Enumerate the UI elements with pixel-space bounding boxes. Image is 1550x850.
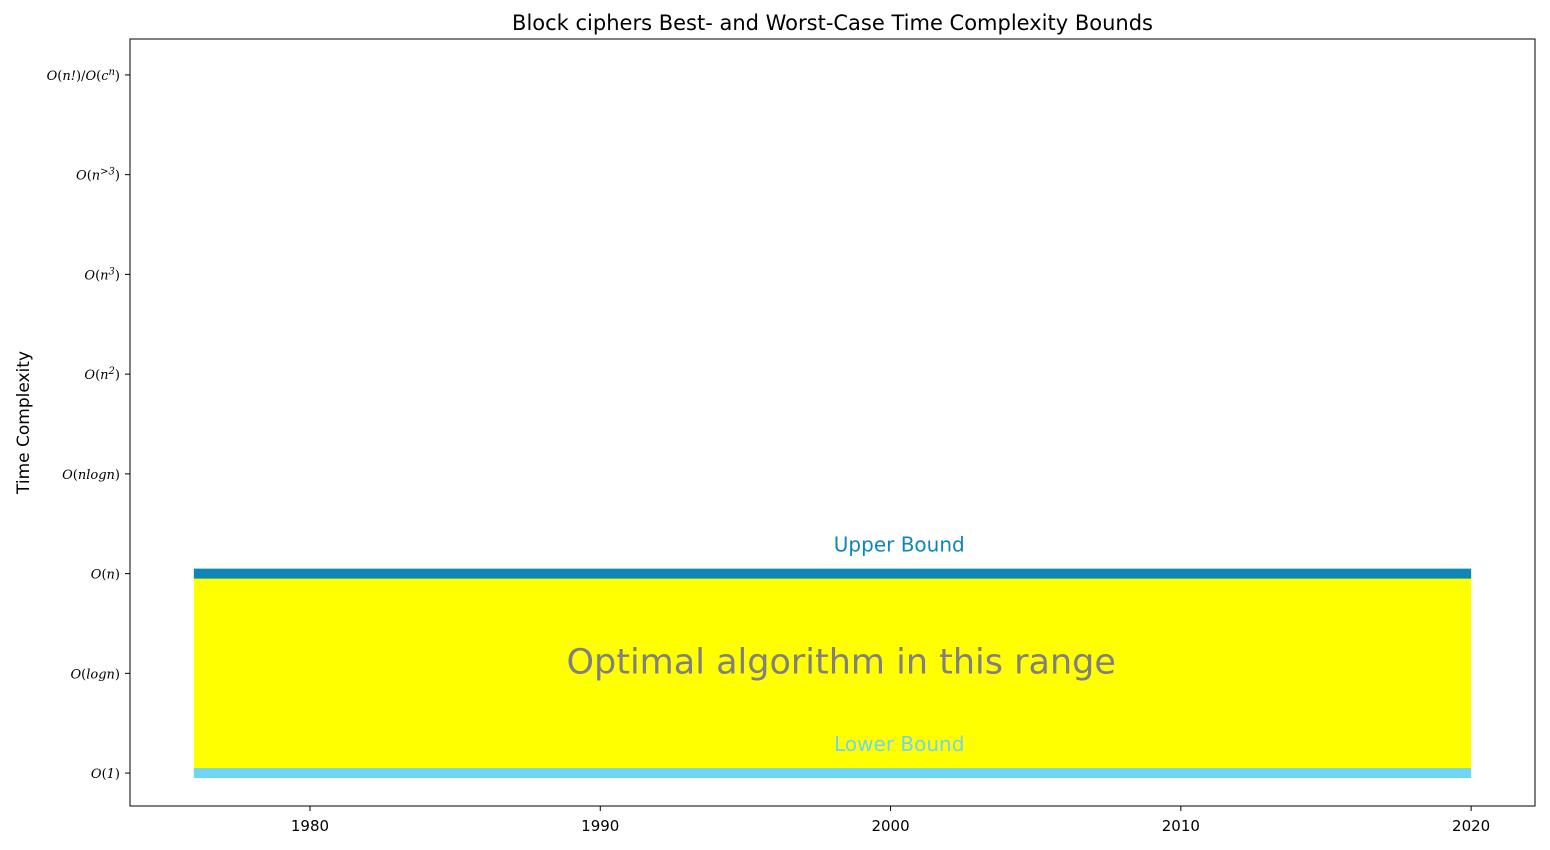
y-tick-label: O(1) xyxy=(91,767,120,782)
y-axis-label: Time Complexity xyxy=(14,351,34,495)
y-tick-label: O(n) xyxy=(91,568,120,583)
x-tick-label: 1980 xyxy=(291,817,329,835)
y-tick-label: O(n!)/O(cn) xyxy=(47,66,120,84)
x-tick-label: 1990 xyxy=(581,817,619,835)
x-tick-label: 2000 xyxy=(871,817,909,835)
y-tick-label: O(logn) xyxy=(70,667,120,682)
y-tick-label: O(nlogn) xyxy=(62,468,120,483)
plot-frame xyxy=(129,38,1536,807)
upper-bound-label: Upper Bound xyxy=(834,533,965,557)
y-tick-label: O(n3) xyxy=(84,266,120,284)
chart-title: Block ciphers Best- and Worst-Case Time … xyxy=(512,11,1153,35)
y-tick-label: O(n2) xyxy=(84,366,120,384)
optimal-range-fill xyxy=(193,573,1472,774)
y-tick-label: O(n>3) xyxy=(76,166,120,184)
lower-bound-label: Lower Bound xyxy=(834,732,964,756)
x-tick-label: 2010 xyxy=(1162,817,1200,835)
optimal-range-annotation: Optimal algorithm in this range xyxy=(566,642,1115,682)
x-tick-label: 2020 xyxy=(1452,817,1490,835)
